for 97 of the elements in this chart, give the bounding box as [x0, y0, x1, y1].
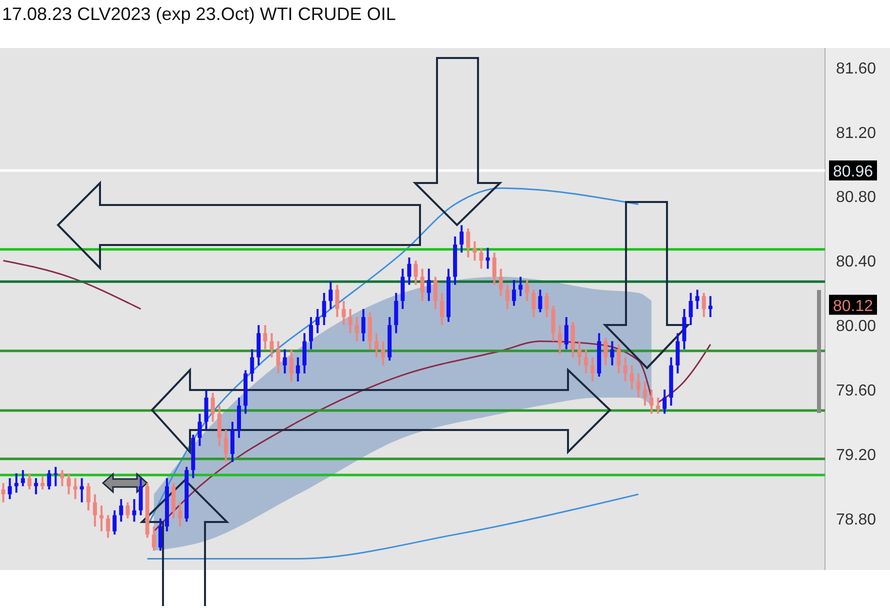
- candlestick: [92, 493, 97, 528]
- candlestick: [604, 337, 608, 366]
- candlestick: [466, 227, 470, 258]
- candlestick: [558, 324, 562, 356]
- y-tick-label: 80.00: [836, 318, 876, 336]
- candlestick: [381, 340, 386, 366]
- candlestick: [407, 256, 412, 286]
- candlestick: [99, 504, 104, 532]
- candlestick: [224, 428, 228, 464]
- candlestick: [282, 348, 287, 374]
- candlestick: [73, 477, 78, 500]
- candlestick: [590, 356, 595, 382]
- candlestick: [322, 292, 326, 326]
- candlestick: [263, 324, 268, 350]
- candlestick: [512, 279, 516, 307]
- candlestick: [414, 260, 418, 286]
- candlestick: [60, 469, 64, 488]
- candlestick: [636, 372, 640, 399]
- line-series: [2, 260, 142, 310]
- candlestick: [1, 482, 6, 504]
- candlestick: [544, 292, 549, 318]
- chart-title: 17.08.23 CLV2023 (exp 23.Oct) WTI CRUDE OIL: [2, 4, 396, 24]
- candlestick: [479, 246, 484, 270]
- candlestick: [20, 469, 25, 488]
- candlestick: [577, 340, 582, 366]
- y-tick-label: 80.40: [836, 254, 876, 271]
- text: 80.12: [832, 298, 874, 315]
- candlestick: [688, 292, 693, 326]
- candlestick: [702, 292, 706, 318]
- candlestick: [498, 268, 503, 298]
- candlestick: [348, 308, 352, 334]
- candlestick: [119, 498, 124, 523]
- candlestick: [178, 501, 182, 528]
- candlestick: [250, 348, 254, 382]
- candlestick: [8, 477, 12, 500]
- candlestick: [525, 279, 530, 302]
- candlestick: [40, 476, 45, 490]
- candlestick: [420, 268, 424, 302]
- candlestick: [708, 295, 712, 318]
- candlestick: [112, 509, 117, 536]
- candlestick: [695, 288, 700, 310]
- candlestick: [361, 308, 366, 342]
- candlestick: [289, 348, 294, 382]
- y-tick-label: 81.60: [836, 60, 876, 78]
- candlestick: [316, 308, 320, 334]
- ref-line-label: 80.96: [832, 163, 874, 180]
- candlestick: [564, 316, 568, 350]
- candlestick: [460, 224, 464, 254]
- candlestick: [210, 392, 215, 423]
- candlestick: [649, 388, 654, 415]
- candlestick: [80, 477, 84, 504]
- candlestick: [47, 469, 52, 490]
- candlestick: [518, 276, 523, 298]
- y-tick-label: 80.80: [836, 189, 876, 206]
- candlestick: [656, 396, 660, 415]
- candlestick: [433, 276, 438, 310]
- candlestick: [472, 240, 477, 262]
- line-series: [153, 340, 652, 532]
- candlestick: [152, 526, 156, 552]
- candlestick: [623, 356, 628, 382]
- candlestick: [126, 501, 130, 520]
- candlestick: [538, 288, 542, 314]
- candlestick: [198, 412, 202, 447]
- candlestick: [342, 300, 346, 326]
- candlestick: [296, 356, 300, 382]
- candlestick: [276, 340, 280, 374]
- y-tick-label: 79.20: [836, 447, 876, 464]
- candlestick: [486, 246, 490, 270]
- y-tick-label: 79.60: [836, 382, 876, 400]
- y-tick-label: 78.80: [836, 511, 876, 528]
- candlestick: [309, 316, 314, 350]
- candlestick: [584, 348, 588, 374]
- candlestick: [54, 466, 58, 488]
- candlestick: [532, 288, 536, 318]
- candlestick: [106, 514, 110, 539]
- candlestick: [86, 482, 90, 512]
- candlestick: [132, 498, 136, 523]
- candlestick: [374, 332, 378, 358]
- candlestick: [14, 472, 18, 494]
- candlestick: [630, 364, 634, 391]
- y-tick-label: 81.20: [836, 124, 876, 142]
- candlestick: [616, 343, 621, 374]
- candlestick: [440, 292, 444, 326]
- candlestick: [270, 332, 274, 358]
- candlestick: [335, 284, 340, 318]
- candlestick: [492, 252, 496, 286]
- candlestick: [27, 472, 32, 490]
- candlestick: [158, 517, 162, 552]
- candlestick: [328, 280, 333, 310]
- candlestick: [354, 316, 359, 342]
- candlestick: [34, 477, 38, 496]
- candlestick: [66, 472, 71, 496]
- candlestick: [610, 340, 614, 366]
- candlestick: [642, 380, 647, 407]
- candlestick: [505, 284, 510, 310]
- candlestick: [662, 388, 667, 415]
- candlestick: [426, 268, 431, 302]
